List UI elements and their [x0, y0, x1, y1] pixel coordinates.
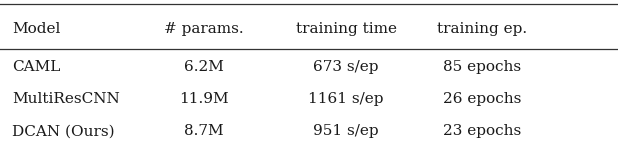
Text: 23 epochs: 23 epochs [443, 124, 521, 138]
Text: 673 s/ep: 673 s/ep [313, 60, 379, 74]
Text: Model: Model [12, 22, 61, 36]
Text: training ep.: training ep. [437, 22, 527, 36]
Text: DCAN (Ours): DCAN (Ours) [12, 124, 115, 138]
Text: 951 s/ep: 951 s/ep [313, 124, 379, 138]
Text: 26 epochs: 26 epochs [443, 92, 521, 106]
Text: CAML: CAML [12, 60, 61, 74]
Text: MultiResCNN: MultiResCNN [12, 92, 120, 106]
Text: 11.9M: 11.9M [179, 92, 229, 106]
Text: 1161 s/ep: 1161 s/ep [308, 92, 384, 106]
Text: # params.: # params. [164, 22, 243, 36]
Text: 6.2M: 6.2M [184, 60, 224, 74]
Text: training time: training time [295, 22, 397, 36]
Text: 85 epochs: 85 epochs [443, 60, 521, 74]
Text: 8.7M: 8.7M [184, 124, 224, 138]
